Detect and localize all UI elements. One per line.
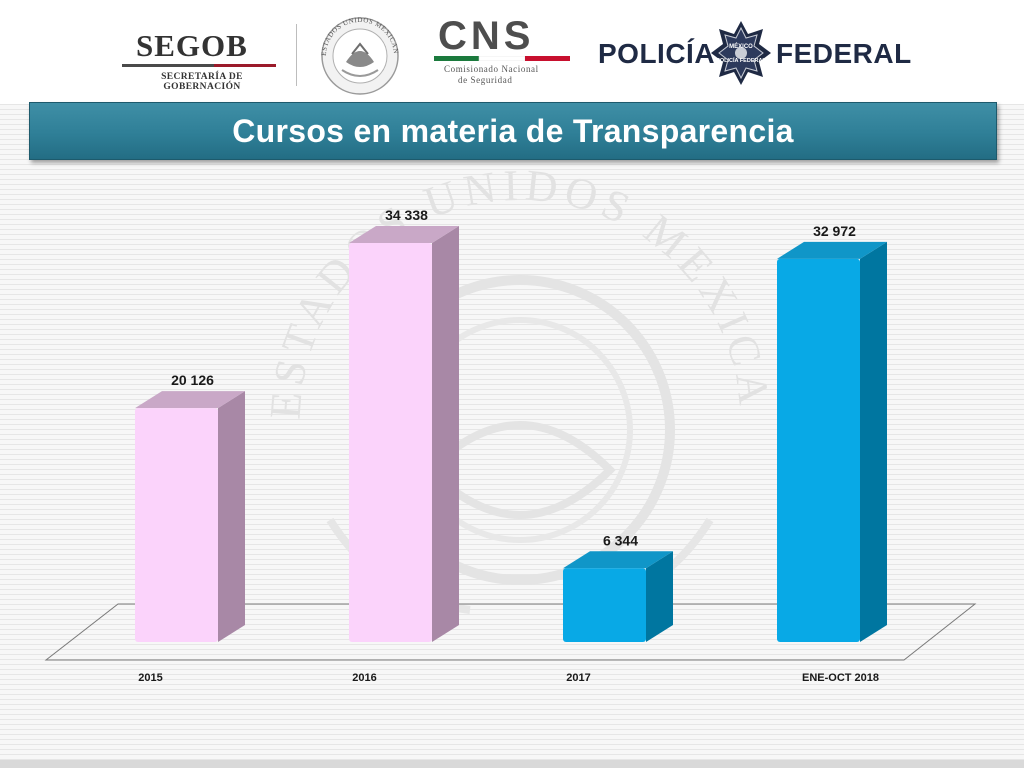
- bar-top-face: [777, 241, 887, 259]
- pf-badge-line-1: MÉXICO: [729, 44, 753, 50]
- chart-value-labels: 20 126 34 338 6 344 32 972: [171, 207, 856, 548]
- title-banner: Cursos en materia de Transparencia: [29, 102, 997, 160]
- segob-wordmark: SEGOB: [136, 28, 248, 63]
- bar-front-face: [349, 243, 432, 642]
- bar-front-face: [135, 408, 218, 642]
- bar-front-face: [777, 258, 860, 642]
- bar-4: [777, 241, 887, 642]
- logo-header-band: SEGOB SECRETARÍA DE GOBERNACIÓN ESTADOS …: [0, 0, 1024, 104]
- cns-tricolor-stripe: [434, 56, 570, 61]
- x-tick-label: 2017: [566, 672, 590, 684]
- bar-top-face: [349, 226, 459, 243]
- pf-word-federal: FEDERAL: [776, 38, 912, 69]
- cns-subtitle-line-2: de Seguridad: [458, 75, 513, 85]
- cns-wordmark: CNS: [438, 14, 535, 58]
- segob-rule-accent: [214, 64, 276, 67]
- chart-category-labels: 2015 2016 2017 ENE-OCT 2018: [138, 672, 879, 684]
- bar-front-face: [563, 568, 646, 642]
- bar-2: [349, 226, 459, 642]
- x-tick-label: 2015: [138, 672, 162, 684]
- page-title: Cursos en materia de Transparencia: [232, 113, 794, 149]
- mexican-coat-of-arms-seal-icon: ESTADOS UNIDOS MEXICANOS: [316, 14, 400, 95]
- segob-rule: [122, 64, 276, 67]
- chart-bars: [135, 226, 887, 642]
- data-label: 20 126: [171, 372, 214, 388]
- bar-side-face: [646, 551, 673, 642]
- segob-tagline: SECRETARÍA DE GOBERNACIÓN: [161, 72, 243, 92]
- bar-side-face: [218, 391, 245, 642]
- police-star-badge-icon: [711, 21, 771, 85]
- logo-divider: [296, 24, 297, 86]
- data-label: 32 972: [813, 223, 856, 239]
- bar-side-face: [432, 226, 459, 642]
- bar-side-face: [860, 241, 887, 642]
- cns-subtitle: Comisionado Nacional de Seguridad: [444, 64, 564, 86]
- bar-top-face: [563, 551, 673, 569]
- data-label: 34 338: [385, 207, 428, 223]
- pf-word-policia: POLICÍA: [598, 38, 716, 69]
- chart-floor: [44, 603, 977, 661]
- bar-top-face: [135, 391, 245, 409]
- cns-logo: CNS Comisionado Nacional de Seguridad: [434, 14, 574, 88]
- bar-1: [135, 391, 245, 642]
- policia-federal-logo: POLICÍA MÉXICO POLICÍA FEDERAL FEDERAL: [598, 20, 911, 86]
- pf-badge-line-2: POLICÍA FEDERAL: [716, 58, 766, 64]
- segob-logo: SEGOB SECRETARÍA DE GOBERNACIÓN: [122, 28, 282, 92]
- x-tick-label: ENE-OCT 2018: [802, 672, 879, 684]
- footer-strip: [0, 760, 1024, 768]
- cns-subtitle-line-1: Comisionado Nacional: [444, 64, 539, 74]
- data-label: 6 344: [603, 532, 638, 548]
- x-tick-label: 2016: [352, 672, 376, 684]
- bar-3: [563, 551, 673, 642]
